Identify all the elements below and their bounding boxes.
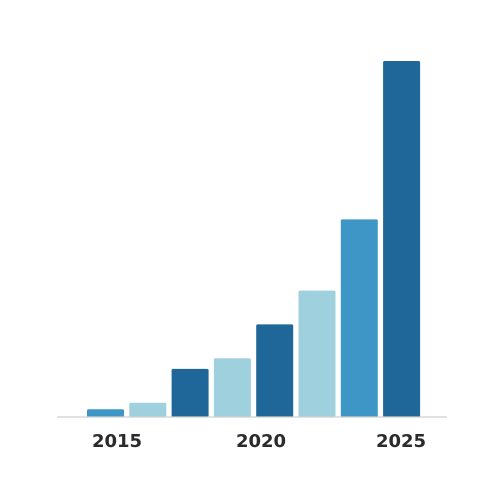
x-tick-label: 2025 [376,431,426,452]
bar-2018 [213,358,251,417]
bar-2021 [340,219,378,417]
bar-2016 [129,402,167,417]
bar-2015 [87,409,124,417]
x-tick-label: 2015 [92,431,142,452]
x-tick-label: 2020 [236,431,286,452]
bar-2019 [256,324,294,417]
bar-2022 [383,61,421,417]
bars-group [87,61,421,417]
bar-2017 [171,368,209,417]
x-tick-labels: 2015 2020 2025 [92,431,426,452]
bar-2020 [298,290,336,417]
